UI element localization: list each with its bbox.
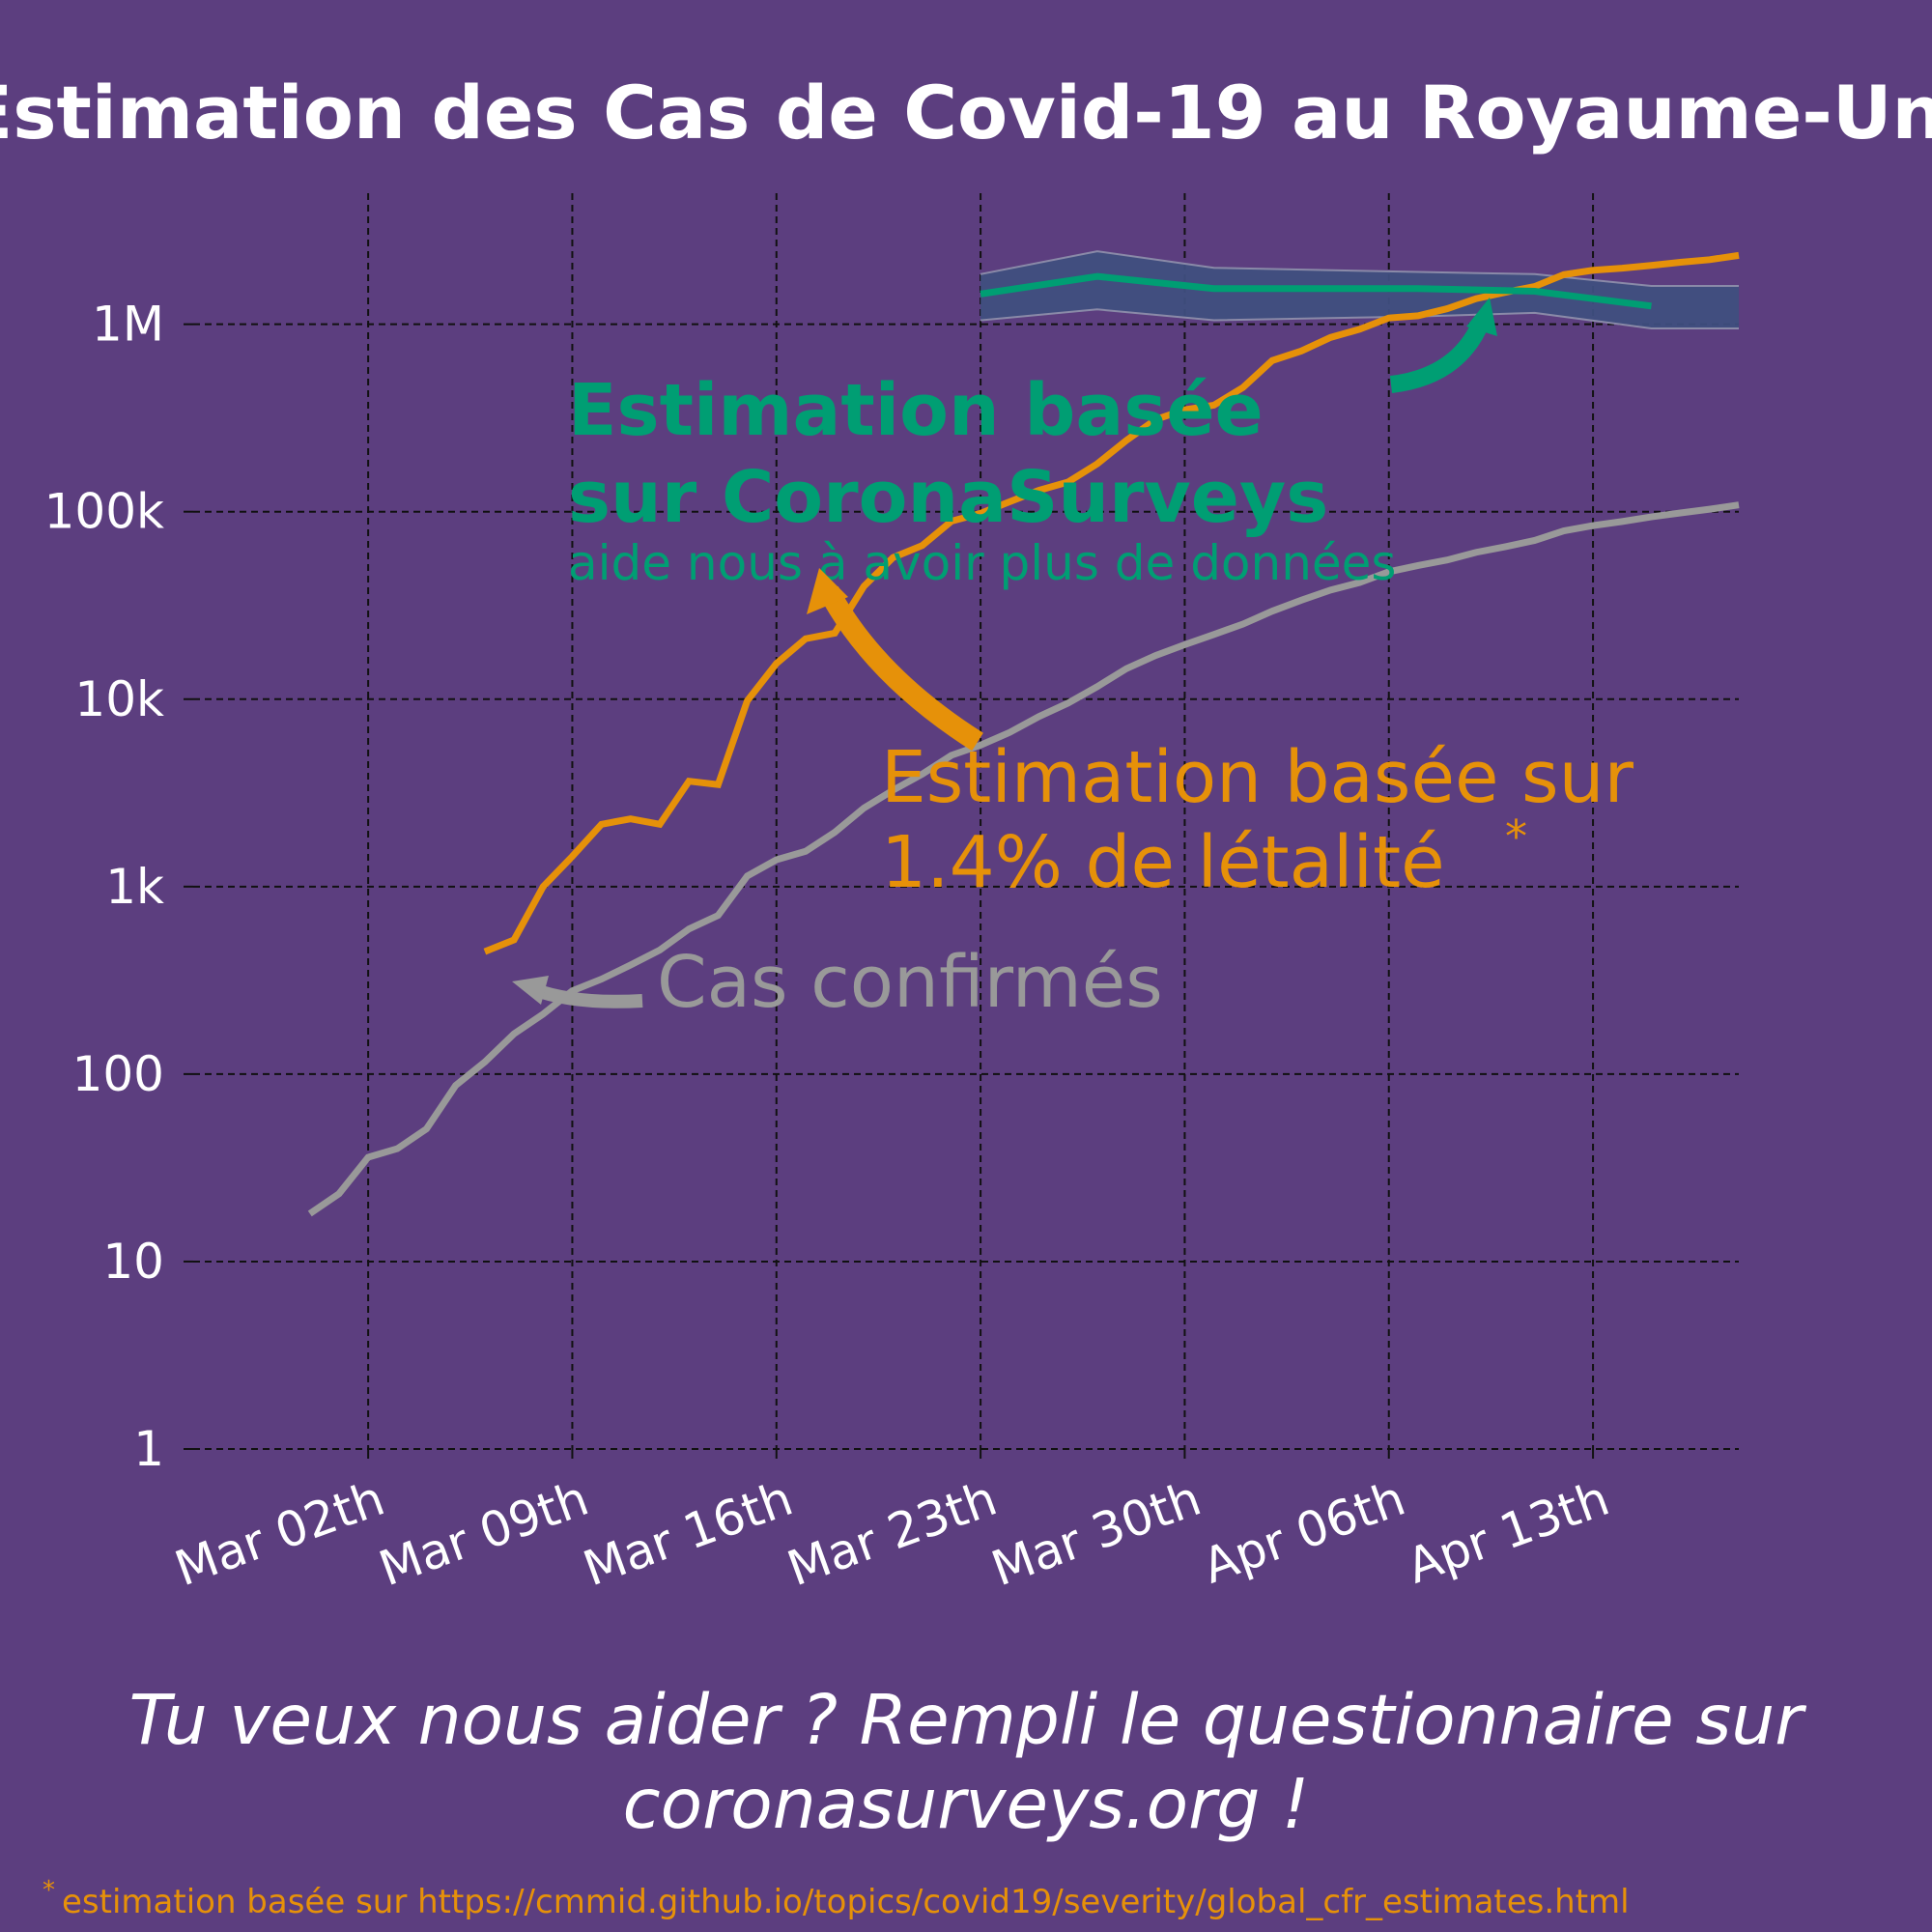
x-tick-label: Mar 30th — [984, 1470, 1208, 1598]
annotation-confirmed: Cas confirmés — [657, 941, 1163, 1024]
y-tick-label: 10 — [102, 1234, 164, 1290]
annotation-surveys-subtitle: aide nous à avoir plus de données — [568, 535, 1396, 591]
y-tick-label: 100k — [44, 484, 164, 540]
series-line-estimation-basee-sur-coronasurveys — [980, 272, 1652, 310]
footnote-text: estimation basée sur https://cmmid.githu… — [62, 1883, 1630, 1921]
y-tick-label: 1k — [105, 859, 164, 915]
series-line-cas-confirmes — [307, 501, 1740, 1217]
y-tick-label: 10k — [74, 671, 164, 727]
band-upper-edge — [980, 250, 1739, 288]
annotation-cfr-line2: 1.4% de létalité — [881, 821, 1445, 904]
arrow-surveys — [1389, 298, 1497, 393]
x-tick-label: Apr 13th — [1400, 1470, 1616, 1595]
cta-line-1: Tu veux nous aider ? Rempli le questionn… — [129, 1680, 1807, 1760]
x-tick-label: Mar 23th — [781, 1470, 1004, 1598]
y-tick-label: 1 — [133, 1421, 164, 1477]
arrow-cfr — [807, 568, 983, 752]
arrow-confirmed — [512, 976, 643, 1009]
y-axis-ticks: 1 10 100 1k 10k 100k 1M — [44, 297, 193, 1477]
chart-title: Estimation des Cas de Covid-19 au Royaum… — [0, 70, 1932, 156]
annotation-surveys-line2: sur CoronaSurveys — [568, 456, 1328, 539]
x-tick-label: Mar 16th — [576, 1470, 799, 1598]
x-tick-label: Mar 02th — [168, 1470, 391, 1598]
x-tick-label: Mar 09th — [372, 1470, 595, 1598]
series-layer — [307, 251, 1740, 1217]
series-line-estimation-basee-sur-1-4-de-letalite — [483, 251, 1740, 955]
annotation-surveys-line1: Estimation basée — [568, 369, 1264, 452]
footnote-star: * — [43, 1876, 55, 1905]
annotation-cfr-line1: Estimation basée sur — [881, 736, 1634, 819]
x-tick-label: Apr 06th — [1196, 1470, 1412, 1595]
y-tick-label: 100 — [72, 1046, 164, 1102]
y-tick-label: 1M — [92, 297, 164, 353]
annotation-cfr-star: * — [1505, 810, 1527, 863]
cta-line-2[interactable]: coronasurveys.org ! — [623, 1764, 1310, 1844]
